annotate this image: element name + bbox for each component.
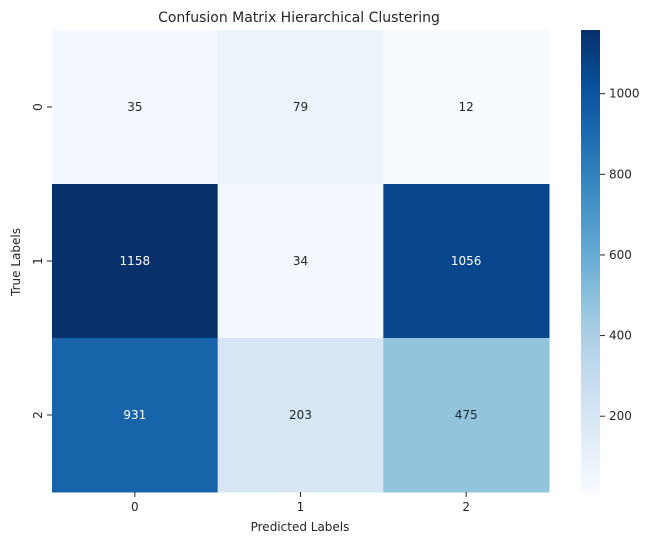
- heatmap-cell: [383, 30, 550, 185]
- colorbar-axis: 200 400 600 800 1000: [600, 87, 640, 423]
- cell-value-label: 79: [293, 100, 308, 114]
- heatmap-cell: [217, 30, 384, 185]
- colorbar-tick-label: 1000: [609, 87, 640, 101]
- cell-value-label: 203: [289, 408, 312, 422]
- heatmap-cell: [52, 30, 219, 185]
- x-tick-label: 0: [131, 500, 139, 514]
- y-axis-label: True Labels: [9, 228, 23, 297]
- cell-value-label: 931: [123, 408, 146, 422]
- cell-value-label: 34: [293, 254, 308, 268]
- y-tick-label: 1: [31, 257, 45, 265]
- colorbar: [581, 30, 600, 492]
- heatmap-cell: [383, 184, 550, 339]
- colorbar-tick-label: 200: [609, 409, 632, 423]
- x-tick-label: 2: [462, 500, 470, 514]
- heatmap-cell: [52, 184, 219, 339]
- y-axis: 0 1 2: [31, 103, 52, 419]
- chart-title: Confusion Matrix Hierarchical Clustering: [158, 10, 440, 26]
- y-tick-label: 0: [31, 103, 45, 111]
- cell-value-label: 475: [455, 408, 478, 422]
- y-tick-label: 2: [31, 411, 45, 419]
- cell-value-label: 12: [459, 100, 474, 114]
- heatmap-grid: [52, 30, 550, 493]
- colorbar-tick-label: 800: [609, 167, 632, 181]
- cell-value-label: 1158: [120, 254, 151, 268]
- x-axis-label: Predicted Labels: [251, 520, 350, 534]
- x-tick-label: 1: [297, 500, 305, 514]
- cell-value-label: 1056: [451, 254, 482, 268]
- heatmap-cell: [217, 338, 384, 493]
- colorbar-tick-label: 400: [609, 329, 632, 343]
- heatmap-cell: [383, 338, 550, 493]
- colorbar-tick-label: 600: [609, 248, 632, 262]
- heatmap-cell: [217, 184, 384, 339]
- cell-value-label: 35: [127, 100, 142, 114]
- cell-annotations: 35 79 12 1158 34 1056 931 203 475: [120, 100, 482, 422]
- x-axis: 0 1 2: [131, 492, 470, 514]
- heatmap-cell: [52, 338, 219, 493]
